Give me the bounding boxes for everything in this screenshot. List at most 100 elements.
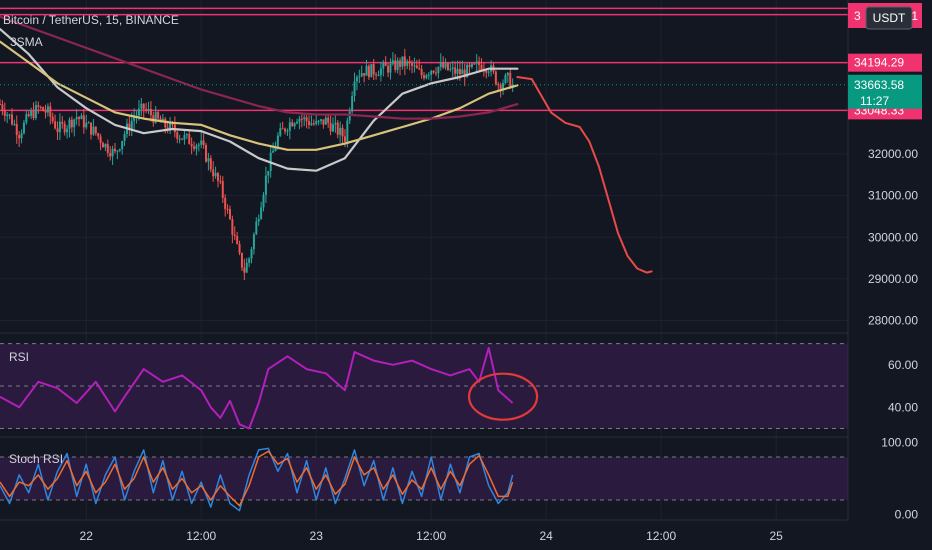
candle-body	[502, 83, 505, 89]
price-axis-labels: 28000.00 29000.00 30000.00 31000.00 32000.00…	[868, 147, 918, 521]
candle-body	[394, 60, 397, 70]
candle-body	[444, 63, 447, 68]
candle-body	[365, 65, 368, 76]
candle-body	[137, 108, 140, 116]
candle-body	[195, 145, 198, 149]
candle-body	[207, 158, 210, 162]
candle-body	[470, 63, 473, 67]
candle-body	[94, 126, 97, 134]
candle-body	[399, 60, 402, 67]
time-axis-tick-label: 23	[310, 529, 324, 543]
candle-body	[372, 64, 375, 75]
current-price-tag-bg	[848, 74, 922, 109]
candle-body	[154, 112, 157, 123]
candle-body	[434, 72, 437, 74]
candle-body	[272, 150, 275, 153]
candle-body	[102, 143, 105, 148]
candle-body	[85, 122, 88, 128]
candle-body	[142, 103, 145, 110]
candle-body	[298, 118, 301, 122]
stoch-rsi-pane[interactable]	[0, 447, 848, 512]
candle-body	[30, 110, 33, 116]
candle-body	[446, 63, 449, 70]
candle-body	[49, 106, 52, 117]
candle-body	[293, 123, 296, 127]
candle-body	[334, 122, 337, 125]
candle-body	[130, 120, 133, 130]
time-axis-tick-label: 12:00	[416, 529, 446, 543]
candle-body	[401, 56, 404, 67]
candle-body	[145, 109, 148, 111]
candle-body	[327, 117, 330, 123]
candle-body	[291, 122, 294, 127]
candle-body	[1, 104, 4, 111]
candle-body	[80, 115, 83, 120]
stoch-rsi-title[interactable]: Stoch RSI	[9, 452, 63, 466]
candle-body	[169, 122, 172, 131]
candle-body	[39, 106, 42, 108]
candle-body	[260, 207, 263, 219]
candle-body	[375, 74, 378, 76]
candle-body	[140, 103, 143, 109]
candle-body	[286, 130, 289, 132]
candle-body	[164, 118, 167, 128]
candle-body	[152, 115, 155, 123]
candle-body	[331, 124, 334, 132]
currency-label: USDT	[873, 11, 906, 25]
candle-body	[379, 68, 382, 76]
candle-body	[339, 127, 342, 135]
candle-body	[87, 122, 90, 124]
candle-body	[66, 128, 69, 133]
candle-body	[188, 134, 191, 145]
candle-body	[370, 64, 373, 78]
candle-body	[224, 197, 227, 209]
candle-body	[389, 63, 392, 73]
candle-body	[466, 64, 469, 78]
candle-body	[8, 114, 11, 116]
time-axis[interactable]: 22 12:00 23 12:00 24 12:00 25	[80, 529, 784, 543]
candle-body	[427, 74, 430, 76]
time-axis-tick-label: 24	[539, 529, 553, 543]
candle-body	[312, 123, 315, 125]
candle-body	[463, 69, 466, 78]
rsi-title[interactable]: RSI	[9, 350, 29, 364]
candle-body	[478, 61, 481, 65]
candle-body	[343, 136, 346, 142]
candle-body	[442, 62, 445, 68]
price-pane[interactable]	[0, 7, 848, 281]
candle-body	[473, 63, 476, 65]
candle-body	[90, 122, 93, 135]
indicator-label[interactable]: 3SMA	[10, 35, 43, 49]
currency-button[interactable]: USDT	[865, 6, 913, 30]
candle-body	[499, 84, 502, 89]
candle-body	[423, 75, 425, 79]
rsi-pane[interactable]	[0, 343, 848, 430]
candle-body	[221, 181, 224, 198]
candle-body	[106, 144, 109, 153]
candle-body	[73, 119, 76, 128]
candle-body	[248, 258, 251, 263]
candle-body	[387, 65, 390, 73]
candle-body	[18, 135, 21, 139]
candle-body	[391, 60, 394, 64]
candle-body	[219, 180, 222, 182]
candle-body	[27, 114, 30, 116]
candle-body	[78, 117, 81, 120]
stoch_d-line	[0, 450, 514, 507]
candle-body	[358, 76, 361, 78]
candle-body	[133, 117, 136, 121]
candle-body	[279, 128, 282, 136]
candle-body	[305, 117, 308, 122]
candle-body	[255, 221, 258, 235]
candle-body	[205, 144, 208, 162]
price-axis-tick-label: 32000.00	[868, 147, 918, 161]
candle-body	[363, 73, 366, 76]
candle-body	[111, 148, 114, 157]
candle-body	[456, 68, 459, 74]
candle-body	[46, 106, 49, 113]
candle-body	[420, 69, 423, 76]
candle-body	[439, 62, 442, 67]
candle-body	[116, 150, 119, 152]
candle-body	[22, 122, 25, 134]
